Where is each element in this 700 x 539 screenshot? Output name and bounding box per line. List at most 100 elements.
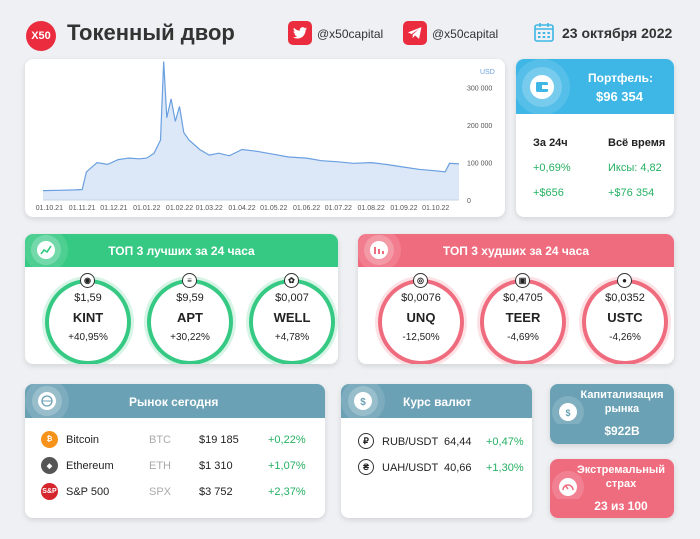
token-symbol: WELL <box>273 310 311 325</box>
portfolio-value: $96 354 <box>596 89 643 104</box>
calendar-icon <box>534 22 554 42</box>
fx-change: +1,30% <box>486 462 524 474</box>
token-symbol: APT <box>177 310 203 325</box>
asset-ticker: ETH <box>149 460 171 472</box>
fx-pair: RUB/USDT <box>382 436 439 448</box>
x-tick-label: 01.10.21 <box>36 205 63 212</box>
fx-rate: 40,66 <box>444 462 472 474</box>
gauge-icon <box>552 471 584 499</box>
ring-inner <box>49 283 127 361</box>
svg-text:$: $ <box>360 397 366 408</box>
token-change: +40,95% <box>68 332 108 343</box>
fear-index-title-2: страх <box>605 478 637 490</box>
y-tick-label: 100 000 <box>467 161 492 168</box>
portfolio-header: Портфель: $96 354 <box>516 59 674 114</box>
asset-name: S&P 500 <box>66 486 110 498</box>
token-symbol: KINT <box>72 310 104 325</box>
token-price: $0,007 <box>275 292 309 304</box>
fx-header: $ Курс валют <box>341 384 532 418</box>
unq-token-icon: ◎ <box>413 273 428 288</box>
token-change: -4,26% <box>609 332 641 343</box>
x-tick-label: 01.12.21 <box>100 205 127 212</box>
asset-change: +0,22% <box>268 434 306 446</box>
token-ring-unq[interactable]: $0,0076 UNQ -12,50% <box>378 279 464 364</box>
telegram-handle[interactable]: @x50capital <box>432 27 499 41</box>
twitter-icon[interactable] <box>288 21 312 45</box>
brand-logo: X50 <box>26 21 56 51</box>
portfolio-24h-title: За 24ч <box>533 137 568 149</box>
currency-icon: ₽ <box>358 433 374 449</box>
exchange-icon: $ <box>341 384 385 418</box>
token-change: -12,50% <box>402 332 440 343</box>
token-ring-kint[interactable]: $1,59 KINT +40,95% <box>45 279 131 364</box>
spx-icon: S&P <box>41 483 58 500</box>
portfolio-chart: USD 300 000 200 000 100 000 0 01.10.21 01.11.… <box>25 59 505 217</box>
ring-inner <box>151 283 229 361</box>
ring-inner <box>382 283 460 361</box>
fx-change: +0,47% <box>486 436 524 448</box>
fear-index-card: Экстремальный страх 23 из 100 <box>550 459 674 518</box>
token-symbol: TEER <box>505 310 541 325</box>
best-tokens-title: ТОП 3 лучших за 24 часа <box>108 243 255 258</box>
portfolio-line-chart: USD 300 000 200 000 100 000 0 01.10.21 01.11.… <box>36 61 495 212</box>
token-price: $1,59 <box>74 292 102 304</box>
x-tick-label: 01.06.22 <box>293 205 320 212</box>
x-tick-label: 01.09.22 <box>390 205 417 212</box>
token-ring-apt[interactable]: $9,59 APT +30,22% <box>147 279 233 364</box>
x-tick-label: 01.11.21 <box>69 205 96 212</box>
kint-token-icon: ◉ <box>80 273 95 288</box>
asset-price: $1 310 <box>199 460 233 472</box>
token-symbol: UNQ <box>406 310 436 325</box>
market-title: Рынок сегодня <box>129 395 219 409</box>
fear-index-title-1: Экстремальный <box>576 464 666 476</box>
worst-tokens-header: ТОП 3 худших за 24 часа <box>358 234 674 267</box>
best-tokens-header: ТОП 3 лучших за 24 часа <box>25 234 338 267</box>
portfolio-series-line <box>42 61 460 192</box>
ring-inner <box>586 283 664 361</box>
token-price: $0,0352 <box>605 292 645 304</box>
token-symbol: USTC <box>607 310 643 325</box>
fx-rate: 64,44 <box>444 436 472 448</box>
x-tick-label: 01.07.22 <box>325 205 352 212</box>
fx-title: Курс валют <box>403 395 472 409</box>
well-token-icon: ✿ <box>284 273 299 288</box>
eth-icon: ◆ <box>41 457 58 474</box>
telegram-icon[interactable] <box>403 21 427 45</box>
token-ring-ustc[interactable]: $0,0352 USTC -4,26% <box>582 279 668 364</box>
token-price: $9,59 <box>176 292 204 304</box>
portfolio-24h-pct: +0,69% <box>533 162 571 174</box>
chart-currency-label: USD <box>480 69 495 76</box>
token-price: $0,4705 <box>503 292 543 304</box>
portfolio-alltime-abs: +$76 354 <box>608 187 655 199</box>
market-cap-value: $922B <box>604 424 640 438</box>
market-cap-title-2: рынка <box>604 403 640 415</box>
fx-card: $ Курс валют ₽ RUB/USDT 64,44 +0,47% ₴ UAH/US… <box>341 384 532 518</box>
page-title: Токенный двор <box>67 20 235 45</box>
x-tick-label: 01.04.22 <box>228 205 255 212</box>
asset-name: Bitcoin <box>66 434 100 446</box>
token-ring-teer[interactable]: $0,4705 TEER -4,69% <box>480 279 566 364</box>
x-tick-label: 01.08.22 <box>358 205 385 212</box>
globe-icon <box>25 384 69 418</box>
report-date: 23 октября 2022 <box>562 25 673 41</box>
y-tick-label: 0 <box>467 198 471 205</box>
token-ring-well[interactable]: $0,007 WELL +4,78% <box>249 279 335 364</box>
apt-token-icon: ≡ <box>182 273 197 288</box>
worst-tokens-card: ТОП 3 худших за 24 часа $0,0076 UNQ -12,50… <box>358 234 674 364</box>
asset-ticker: SPX <box>149 486 172 498</box>
asset-price: $19 185 <box>199 434 239 446</box>
wallet-icon <box>516 59 570 114</box>
market-header: Рынок сегодня <box>25 384 325 418</box>
y-tick-label: 300 000 <box>467 86 492 93</box>
market-cap-card: $ Капитализация рынка $922B <box>550 384 674 444</box>
token-change: +4,78% <box>274 332 310 343</box>
x-tick-label: 01.10.22 <box>422 205 449 212</box>
twitter-handle[interactable]: @x50capital <box>317 27 384 41</box>
portfolio-title: Портфель: <box>588 71 654 85</box>
market-card: Рынок сегодня ₿ Bitcoin BTC $19 185 +0,22% ◆ E… <box>25 384 325 518</box>
svg-text:$: $ <box>565 408 570 418</box>
best-tokens-card: ТОП 3 лучших за 24 часа $1,59 KINT +40,95%… <box>25 234 338 364</box>
token-change: +30,22% <box>170 332 210 343</box>
token-price: $0,0076 <box>401 292 441 304</box>
x-tick-label: 01.03.22 <box>196 205 223 212</box>
